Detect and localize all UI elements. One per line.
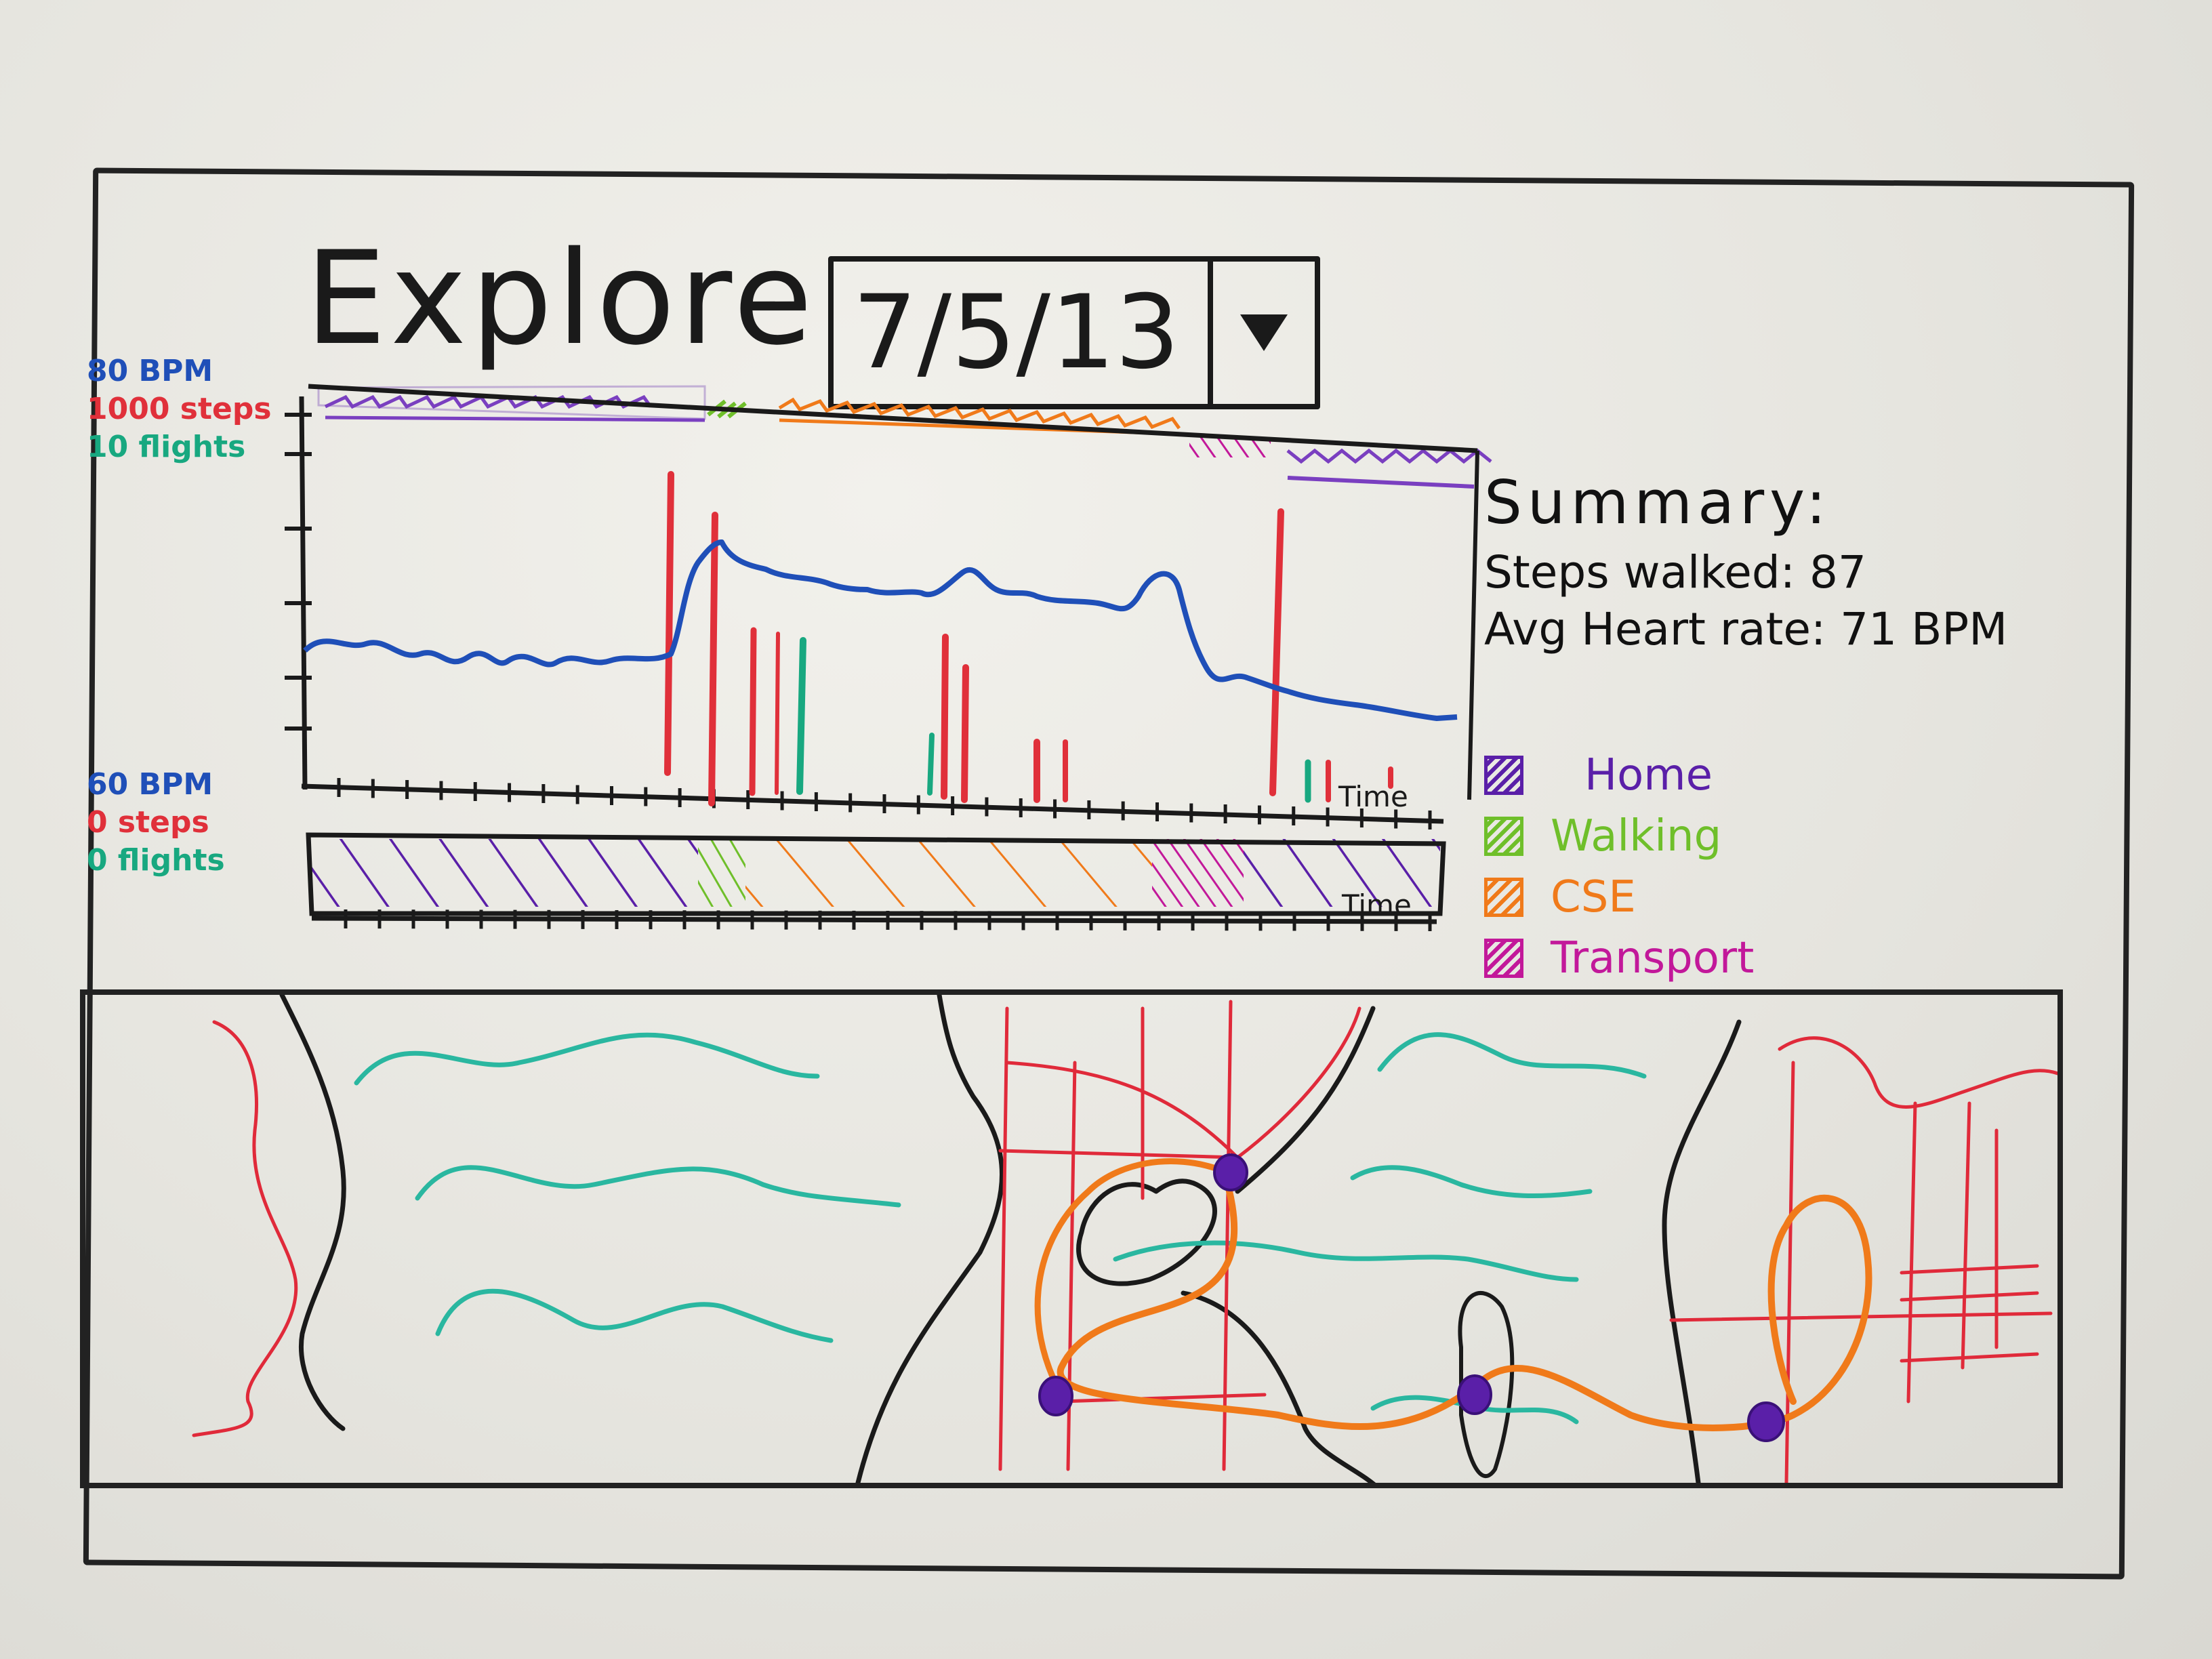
timeline-walking xyxy=(698,839,745,907)
timeline-home-end xyxy=(1244,839,1440,907)
legend-label: CSE xyxy=(1551,872,1636,922)
map-canvas[interactable] xyxy=(85,995,2057,1483)
dropdown-button[interactable] xyxy=(1208,262,1315,404)
steps-bar xyxy=(941,634,949,800)
legend-swatch[interactable] xyxy=(1484,756,1523,795)
axis-top-steps: 1000 steps xyxy=(87,392,272,426)
summary-steps-value: 87 xyxy=(1809,546,1866,598)
x-axis xyxy=(301,783,1444,824)
map-stop-marker xyxy=(1747,1401,1785,1442)
axis-bottom-steps: 0 steps xyxy=(87,805,209,840)
legend-swatch[interactable] xyxy=(1484,817,1523,856)
activity-chart[interactable]: Time Time xyxy=(0,0,2212,962)
axis-top-labels: 80 BPM 1000 steps 10 flights xyxy=(87,352,272,466)
legend-swatch[interactable] xyxy=(1484,939,1523,978)
summary-panel: Summary: Steps walked: 87 Avg Heart rate… xyxy=(1484,468,2007,658)
map-stop-marker xyxy=(1457,1374,1492,1415)
summary-steps-label: Steps walked: xyxy=(1484,546,1796,598)
legend: Home Walking CSE Transport xyxy=(1484,745,1754,989)
triangle-down-icon xyxy=(1240,314,1288,351)
date-dropdown[interactable]: 7/5/13 xyxy=(828,256,1320,409)
timeline-cse xyxy=(745,839,1152,907)
legend-label: Walking xyxy=(1551,811,1722,861)
coastline xyxy=(855,995,1004,1483)
step-bars xyxy=(664,471,1393,806)
timeline-home xyxy=(312,839,698,907)
legend-label: Transport xyxy=(1551,933,1755,983)
map-stop-marker xyxy=(1213,1153,1248,1191)
coastline xyxy=(279,995,346,1431)
axis-bottom-flights: 0 flights xyxy=(87,843,225,878)
date-value: 7/5/13 xyxy=(853,274,1180,392)
map-stop-marker xyxy=(1038,1376,1073,1416)
flights-bar xyxy=(927,733,935,796)
y-axis xyxy=(299,396,308,790)
legend-swatch[interactable] xyxy=(1484,878,1523,917)
timeline-transport xyxy=(1152,839,1244,907)
axis-top-heart: 80 BPM xyxy=(87,354,213,388)
timeline-xlabel: Time xyxy=(1341,888,1412,922)
flights-bar xyxy=(796,637,806,795)
summary-heart-value: 71 BPM xyxy=(1840,603,2008,655)
strip-home-end xyxy=(1286,448,1492,464)
page-title: Explore xyxy=(305,224,817,373)
summary-heart-label: Avg Heart rate: xyxy=(1484,603,1826,655)
summary-steps: Steps walked: 87 xyxy=(1484,544,2007,601)
island xyxy=(1458,1291,1515,1478)
stops[interactable] xyxy=(1038,1153,1785,1442)
heart-rate-line xyxy=(303,539,1458,721)
flight-bars xyxy=(796,637,1311,803)
route-line xyxy=(1034,1158,1227,1398)
y-ticks xyxy=(285,413,312,731)
legend-item-transport[interactable]: Transport xyxy=(1484,928,1754,988)
legend-item-home[interactable]: Home xyxy=(1484,745,1754,805)
coastline xyxy=(1181,1290,1376,1483)
steps-bar xyxy=(664,471,674,776)
axis-bottom-labels: 60 BPM 0 steps 0 flights xyxy=(87,766,225,880)
legend-label: Home xyxy=(1584,750,1713,800)
chart-xlabel: Time xyxy=(1338,780,1408,813)
strip-cse-zigzag xyxy=(778,397,1181,430)
island xyxy=(1076,1179,1217,1286)
legend-item-cse[interactable]: CSE xyxy=(1484,867,1754,927)
axis-top-flights: 10 flights xyxy=(87,430,246,464)
coastline xyxy=(1235,1006,1376,1194)
coastline xyxy=(1662,1019,1742,1483)
x-ticks xyxy=(337,778,1432,830)
water xyxy=(354,1032,1647,1425)
steps-bar xyxy=(775,632,780,795)
steps-bar xyxy=(749,627,757,796)
strip-home-zigzag xyxy=(324,394,653,409)
route-map[interactable] xyxy=(80,989,2063,1488)
activity-timeline[interactable]: Time xyxy=(306,832,1446,931)
activity-strip-top xyxy=(317,385,1492,489)
steps-bar xyxy=(708,512,718,806)
axis-bottom-heart: 60 BPM xyxy=(87,767,213,802)
route-line xyxy=(1057,1168,1872,1431)
steps-bar xyxy=(961,664,969,803)
summary-heart: Avg Heart rate: 71 BPM xyxy=(1484,601,2007,658)
summary-title: Summary: xyxy=(1484,468,1832,537)
legend-item-walking[interactable]: Walking xyxy=(1484,806,1754,866)
steps-bar xyxy=(1269,508,1284,796)
